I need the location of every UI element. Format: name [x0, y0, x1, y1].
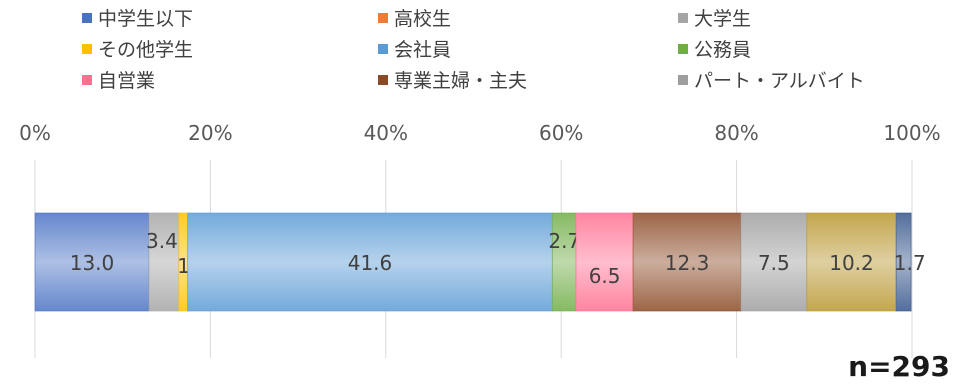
x-tick-label: 20% — [188, 121, 232, 145]
sample-size-label: n=293 — [848, 350, 950, 383]
bar-data-label: 10.2 — [829, 251, 874, 275]
bar-segment — [552, 213, 576, 311]
bar-data-label: 12.3 — [665, 251, 710, 275]
bar-data-label: 6.5 — [589, 264, 621, 288]
bar-data-label: 7.5 — [758, 251, 790, 275]
x-tick-label: 60% — [539, 121, 583, 145]
bar-segment — [576, 213, 633, 311]
bar-data-label: 13.0 — [70, 251, 115, 275]
x-tick-label: 40% — [364, 121, 408, 145]
bar-data-label: 1.7 — [894, 251, 926, 275]
bar-data-label: 41.6 — [348, 251, 393, 275]
bar-data-label: 2.7 — [548, 229, 580, 253]
x-tick-label: 0% — [19, 121, 51, 145]
bar-data-label: 3.4 — [146, 229, 178, 253]
bar-segment — [149, 213, 179, 311]
x-tick-label: 80% — [714, 121, 758, 145]
x-tick-label: 100% — [883, 121, 940, 145]
